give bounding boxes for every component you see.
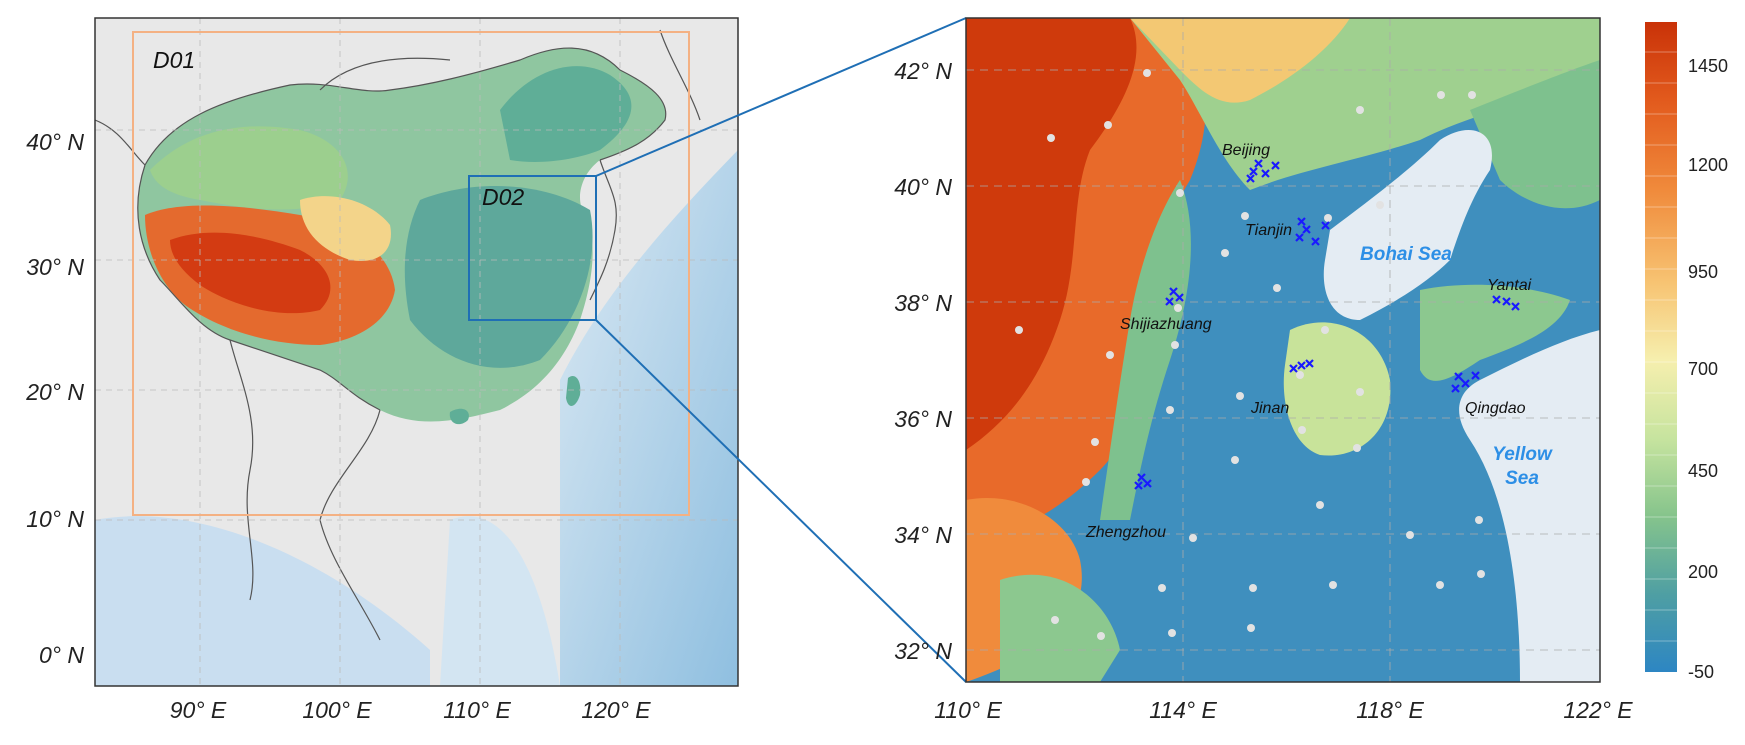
lat-label: 10° N (26, 506, 84, 532)
domain-d02-box (468, 175, 597, 321)
city-label-zhengzhou: Zhengzhou (1085, 524, 1166, 541)
lat-label: 40° N (26, 129, 84, 155)
lat-label: 0° N (39, 642, 84, 668)
sea-label-yellow-2: Sea (1505, 468, 1539, 489)
shijiazhuang-sites (1165, 287, 1184, 306)
lat-label: 42° N (894, 58, 952, 84)
domain-d01-label: D01 (153, 47, 195, 73)
left-map-frame (94, 17, 739, 687)
liaodong (1470, 60, 1600, 209)
right-lon-labels: 110° E 114° E 118° E 122° E (934, 697, 1633, 723)
taiwan (566, 375, 581, 406)
zoom-line-bottom (595, 319, 967, 683)
colorbar-steps (1645, 51, 1677, 642)
xinjiang (150, 126, 348, 210)
south-china-sea (440, 516, 560, 686)
lat-label: 30° N (26, 254, 84, 280)
yantai-sites (1492, 295, 1520, 311)
colorbar-tick: 450 (1688, 461, 1718, 481)
hainan (449, 408, 469, 425)
domain-d01-box (132, 31, 690, 516)
lat-label: 36° N (894, 406, 952, 432)
loess (300, 196, 391, 261)
elevation-colorbar: 1450 1200 950 700 450 200 -50 (1645, 22, 1728, 682)
right-lat-labels: 42° N 40° N 38° N 36° N 34° N 32° N (894, 58, 952, 664)
city-label-tianjin: Tianjin (1245, 222, 1292, 239)
tianjin-sites (1295, 217, 1330, 246)
zoom-line-top (595, 17, 967, 177)
graticule (95, 18, 738, 686)
city-label-shijiazhuang: Shijiazhuang (1120, 316, 1212, 333)
jinan-sites (1289, 359, 1314, 373)
yellow-sea (1459, 330, 1600, 682)
lon-label: 110° E (934, 697, 1002, 723)
lat-label: 34° N (894, 522, 952, 548)
bohai-sea (1323, 130, 1492, 320)
city-label-beijing: Beijing (1222, 142, 1270, 159)
lon-label: 100° E (302, 697, 372, 723)
graticule-right (966, 18, 1600, 682)
right-map-frame (965, 17, 1601, 683)
lon-label: 120° E (581, 697, 651, 723)
lat-label: 38° N (894, 290, 952, 316)
northern-high (1130, 18, 1350, 103)
lon-label: 122° E (1563, 697, 1633, 723)
city-label-jinan: Jinan (1250, 400, 1289, 417)
southwest-green (1000, 574, 1120, 682)
colorbar-tick: 1450 (1688, 56, 1728, 76)
lon-label: 118° E (1356, 697, 1424, 723)
lat-label: 40° N (894, 174, 952, 200)
colorbar-tick: -50 (1688, 662, 1714, 682)
shandong-hills (1283, 322, 1391, 456)
foothills (1100, 180, 1191, 520)
sea-label-bohai: Bohai Sea (1360, 244, 1452, 265)
qingdao-sites (1451, 371, 1480, 393)
left-lon-labels: 90° E 100° E 110° E 120° E (170, 697, 652, 723)
colorbar-tick: 950 (1688, 262, 1718, 282)
tibet-high (170, 232, 331, 314)
northeast-china (500, 66, 632, 162)
colorbar-tick: 1200 (1688, 155, 1728, 175)
right-map: Beijing Tianjin Shijiazhuang Jinan Qingd… (966, 18, 1600, 682)
zhengzhou-sites (1134, 473, 1152, 490)
station-dots (1015, 69, 1485, 640)
indian-ocean (95, 516, 430, 686)
city-label-yantai: Yantai (1487, 277, 1532, 294)
east-china-plain (404, 186, 593, 368)
colorbar-tick: 700 (1688, 359, 1718, 379)
left-map: D01 D02 (95, 18, 738, 686)
domain-d02-label: D02 (482, 184, 524, 210)
colorbar-gradient (1645, 22, 1677, 672)
colorbar-tick: 200 (1688, 562, 1718, 582)
left-lat-labels: 40° N 30° N 20° N 10° N 0° N (25, 129, 84, 668)
sea-label-yellow-1: Yellow (1492, 444, 1553, 465)
lon-label: 114° E (1149, 697, 1217, 723)
lon-label: 110° E (443, 697, 511, 723)
shandong-peninsula (1420, 284, 1570, 381)
city-label-qingdao: Qingdao (1465, 400, 1526, 417)
taihang-high (966, 18, 1137, 450)
beijing-sites (1246, 159, 1280, 183)
lon-label: 90° E (170, 697, 227, 723)
lat-label: 32° N (894, 638, 952, 664)
lat-label: 20° N (25, 379, 84, 405)
pacific-ocean (560, 150, 738, 686)
site-markers (1134, 159, 1520, 490)
